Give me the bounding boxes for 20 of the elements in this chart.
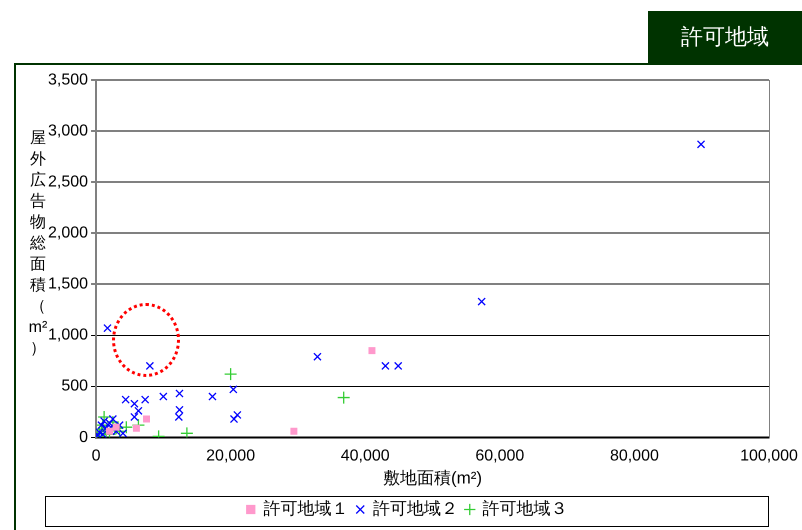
legend-label: 許可地域３ xyxy=(482,499,568,518)
text: 屋外広告物総面積（m²） xyxy=(28,130,48,357)
x-tick-label: 20,000 xyxy=(206,447,256,464)
x-tick-label: 40,000 xyxy=(340,447,390,464)
x-tick-label: 0 xyxy=(92,447,101,464)
y-tick-label: 1,000 xyxy=(48,326,88,344)
y-tick-label: 500 xyxy=(61,378,88,395)
y-tick-label: 1,500 xyxy=(48,276,88,293)
y-tick-label: 0 xyxy=(79,428,88,446)
x-tick-label: 100,000 xyxy=(740,447,798,464)
x-tick-label: 60,000 xyxy=(475,447,524,464)
legend-label: 許可地域１ xyxy=(263,499,348,518)
y-tick-label: 2,500 xyxy=(48,174,88,191)
x-axis-title: 敷地面積(m²) xyxy=(382,468,482,488)
x-tick-label: 80,000 xyxy=(610,447,659,464)
y-tick-label: 2,000 xyxy=(48,224,88,242)
y-tick-label: 3,000 xyxy=(48,122,88,140)
chart-title: 許可地域 xyxy=(648,11,802,63)
y-tick-label: 3,500 xyxy=(48,71,88,88)
legend-label: 許可地域２ xyxy=(372,499,458,518)
